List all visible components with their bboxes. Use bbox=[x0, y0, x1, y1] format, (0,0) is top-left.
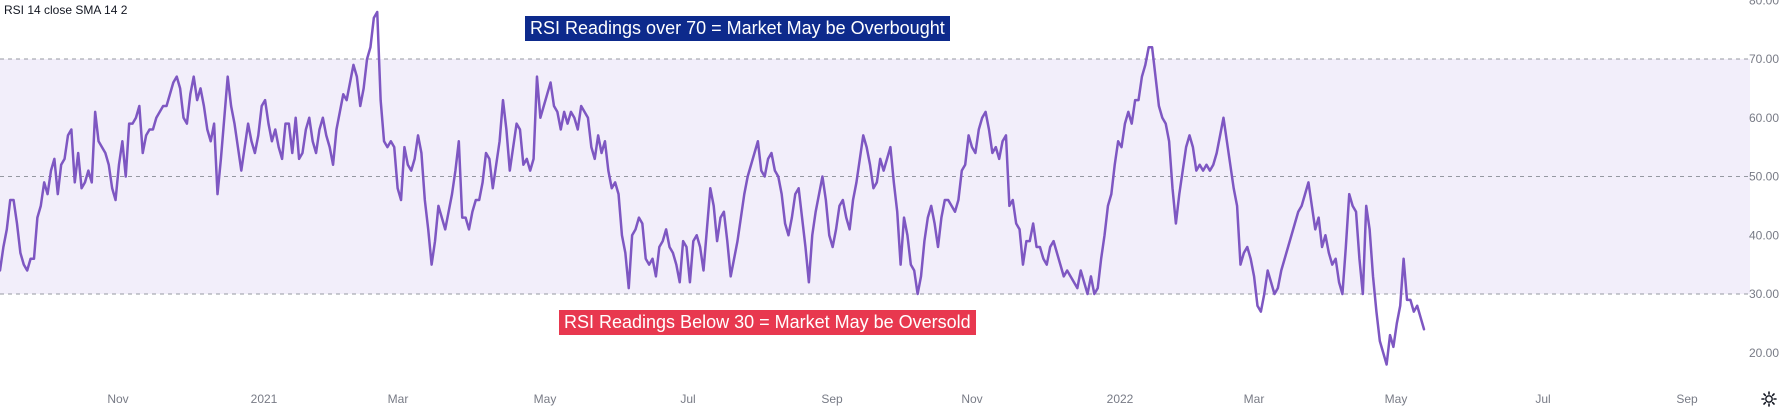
rsi-series bbox=[0, 10, 1426, 366]
x-tick-label: May bbox=[1385, 392, 1408, 406]
y-tick-label: 50.00 bbox=[1749, 170, 1779, 184]
y-tick-label: 30.00 bbox=[1749, 287, 1779, 301]
x-tick-label: Nov bbox=[107, 392, 128, 406]
gear-icon[interactable] bbox=[1761, 391, 1777, 407]
indicator-legend: RSI 14 close SMA 14 2 bbox=[4, 3, 128, 17]
rsi-level-lines bbox=[0, 58, 1750, 295]
oversold-annotation: RSI Readings Below 30 = Market May be Ov… bbox=[559, 310, 976, 335]
y-tick-label: 20.00 bbox=[1749, 346, 1779, 360]
x-tick-label: Mar bbox=[1244, 392, 1265, 406]
rsi-line bbox=[0, 10, 1426, 366]
x-tick-label: May bbox=[534, 392, 557, 406]
x-tick-label: Mar bbox=[388, 392, 409, 406]
y-axis: 80.00 70.00 60.00 50.00 40.00 30.00 20.00 bbox=[1749, 0, 1779, 360]
y-tick-label: 80.00 bbox=[1749, 0, 1779, 7]
x-tick-label: Jul bbox=[1535, 392, 1550, 406]
overbought-annotation: RSI Readings over 70 = Market May be Ove… bbox=[525, 16, 950, 41]
x-tick-label: Sep bbox=[1676, 392, 1698, 406]
x-tick-label: Nov bbox=[961, 392, 982, 406]
y-tick-label: 40.00 bbox=[1749, 228, 1779, 242]
y-tick-label: 70.00 bbox=[1749, 52, 1779, 66]
y-tick-label: 60.00 bbox=[1749, 111, 1779, 125]
x-axis: Nov 2021 Mar May Jul Sep Nov 2022 Mar May Jul Sep bbox=[107, 392, 1698, 406]
x-tick-label: Sep bbox=[821, 392, 843, 406]
x-tick-label: 2021 bbox=[251, 392, 278, 406]
x-tick-label: Jul bbox=[680, 392, 695, 406]
x-tick-label: 2022 bbox=[1107, 392, 1134, 406]
